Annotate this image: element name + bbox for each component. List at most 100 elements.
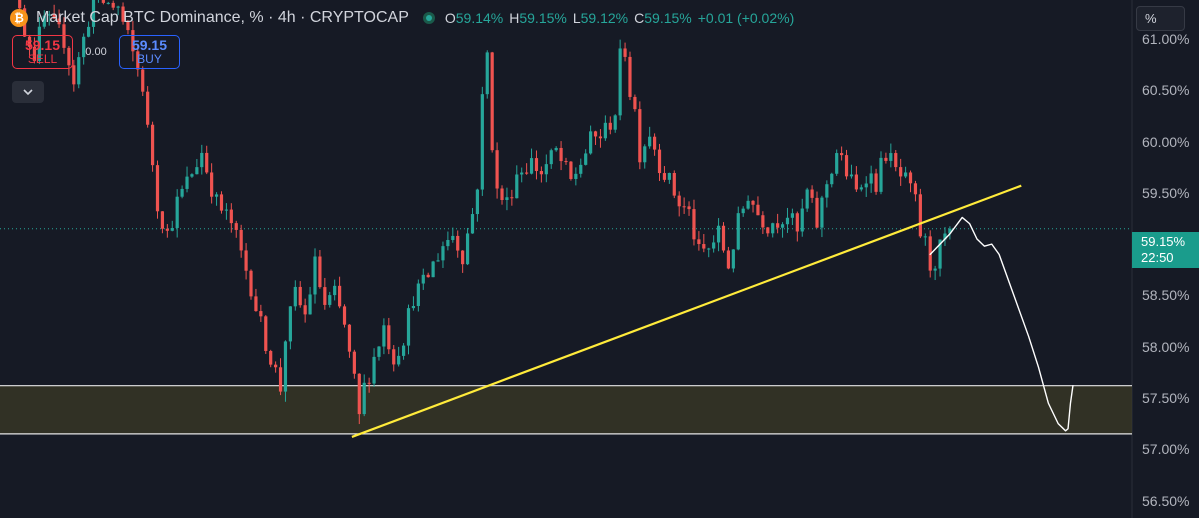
candle-body — [190, 174, 194, 177]
ohlc-values: O59.14% H59.15% L59.12% C59.15% +0.01 (+… — [444, 10, 795, 26]
candle-body — [377, 346, 381, 357]
candle-body — [633, 96, 637, 110]
percent-scale-button[interactable]: % — [1136, 6, 1185, 31]
candle-body — [539, 171, 543, 175]
candle-body — [224, 209, 228, 211]
candle-body — [347, 324, 352, 352]
candle-body — [411, 306, 416, 309]
candle-body — [726, 250, 731, 269]
candle-body — [367, 382, 371, 384]
candle-body — [205, 152, 209, 173]
candle-body — [313, 256, 317, 295]
candle-body — [416, 283, 420, 307]
candle-body — [18, 0, 22, 9]
candle-body — [352, 351, 356, 374]
candle-body — [913, 183, 918, 195]
candle-body — [810, 189, 814, 198]
candle-body — [933, 268, 937, 271]
collapse-button[interactable] — [12, 81, 44, 103]
candle-body — [598, 136, 603, 139]
candle-body — [500, 188, 504, 200]
chart-header: ₿ Market Cap BTC Dominance, % · 4h · CRY… — [10, 8, 794, 28]
projection-arrow[interactable] — [929, 216, 1074, 432]
price-tick-label: 60.50% — [1142, 82, 1190, 99]
candle-body — [618, 48, 622, 116]
candle-body — [559, 147, 563, 162]
candle-body — [849, 174, 854, 177]
candle-body — [382, 325, 386, 347]
candle-body — [859, 187, 863, 190]
chevron-down-icon — [23, 89, 33, 96]
candle-body — [889, 153, 893, 161]
candle-body — [652, 136, 657, 150]
candle-body — [731, 249, 735, 269]
candle-body — [805, 189, 809, 209]
candle-body — [470, 214, 475, 234]
close-value: 59.15% — [644, 10, 692, 26]
candle-body — [579, 164, 583, 174]
candle-body — [318, 256, 322, 288]
candle-body — [37, 26, 41, 61]
symbol-title[interactable]: Market Cap BTC Dominance, % · 4h · CRYPT… — [36, 9, 409, 26]
last-price-tag: 59.15% 22:50 — [1132, 232, 1199, 268]
candle-body — [328, 295, 332, 305]
candle-body — [160, 211, 165, 229]
last-price-value: 59.15% — [1141, 234, 1186, 249]
trendline[interactable] — [351, 184, 1022, 438]
candle-body — [77, 57, 81, 85]
candle-body — [490, 52, 494, 151]
candle-body — [795, 213, 799, 232]
spread-value: 0.00 — [85, 46, 107, 58]
zone-fill — [0, 385, 1132, 434]
candle-body — [884, 157, 888, 161]
candle-body — [219, 194, 224, 211]
candle-body — [564, 161, 568, 163]
candle-body — [47, 14, 51, 16]
trade-buttons: 59.15 SELL 0.00 59.15 BUY — [12, 35, 180, 69]
candle-body — [426, 274, 430, 278]
candle-body — [534, 158, 539, 172]
candle-body — [923, 236, 927, 238]
candle-body — [756, 204, 760, 216]
buy-price: 59.15 — [131, 36, 168, 53]
sell-button[interactable]: 59.15 SELL — [12, 35, 73, 69]
candle-body — [465, 233, 470, 265]
candle-body — [766, 227, 770, 234]
candle-body — [91, 0, 96, 27]
candle-body — [869, 173, 873, 184]
candle-body — [333, 285, 337, 296]
candle-body — [712, 242, 716, 249]
candle-body — [515, 174, 519, 199]
candle-body — [918, 194, 922, 237]
candle-body — [741, 208, 745, 214]
candle-body — [662, 173, 667, 180]
candle-body — [589, 131, 593, 154]
candle-body — [461, 250, 465, 265]
candle-body — [520, 172, 524, 175]
candle-body — [116, 6, 120, 8]
candle-body — [269, 350, 273, 365]
support-zone — [0, 385, 1132, 435]
candle-body — [643, 146, 647, 163]
open-value: 59.14% — [455, 10, 504, 26]
candle-body — [288, 306, 292, 342]
candle-body — [308, 294, 312, 315]
candle-body — [554, 147, 558, 151]
candle-body — [628, 56, 632, 97]
candle-body — [899, 167, 903, 177]
candle-body — [456, 235, 460, 251]
buy-button[interactable]: 59.15 BUY — [119, 35, 180, 69]
candle-body — [362, 382, 366, 415]
candle-body — [436, 260, 440, 262]
candle-body — [943, 233, 947, 240]
candle-body — [52, 14, 56, 19]
candle-body — [682, 206, 686, 208]
candle-body — [397, 355, 401, 365]
candle-body — [338, 285, 342, 307]
candle-body — [274, 364, 278, 368]
price-tick-label: 57.50% — [1142, 389, 1190, 406]
candle-body — [790, 213, 794, 218]
bitcoin-icon: ₿ — [10, 9, 28, 27]
candle-body — [170, 227, 174, 231]
